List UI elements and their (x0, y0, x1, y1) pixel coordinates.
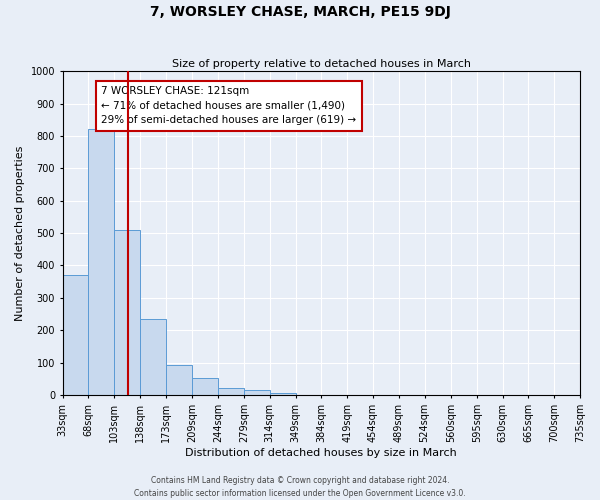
Title: Size of property relative to detached houses in March: Size of property relative to detached ho… (172, 59, 471, 69)
Text: Contains HM Land Registry data © Crown copyright and database right 2024.
Contai: Contains HM Land Registry data © Crown c… (134, 476, 466, 498)
Y-axis label: Number of detached properties: Number of detached properties (15, 146, 25, 320)
Bar (166, 365, 193, 395)
Bar (244, 390, 270, 395)
X-axis label: Distribution of detached houses by size in March: Distribution of detached houses by size … (185, 448, 457, 458)
Bar (193, 378, 218, 395)
Text: 7 WORSLEY CHASE: 121sqm
← 71% of detached houses are smaller (1,490)
29% of semi: 7 WORSLEY CHASE: 121sqm ← 71% of detache… (101, 86, 356, 126)
Bar (140, 319, 166, 395)
Bar (62, 275, 88, 395)
Bar (114, 230, 140, 395)
Bar (270, 392, 296, 395)
Text: 7, WORSLEY CHASE, MARCH, PE15 9DJ: 7, WORSLEY CHASE, MARCH, PE15 9DJ (149, 5, 451, 19)
Bar (218, 388, 244, 395)
Bar (88, 130, 114, 395)
